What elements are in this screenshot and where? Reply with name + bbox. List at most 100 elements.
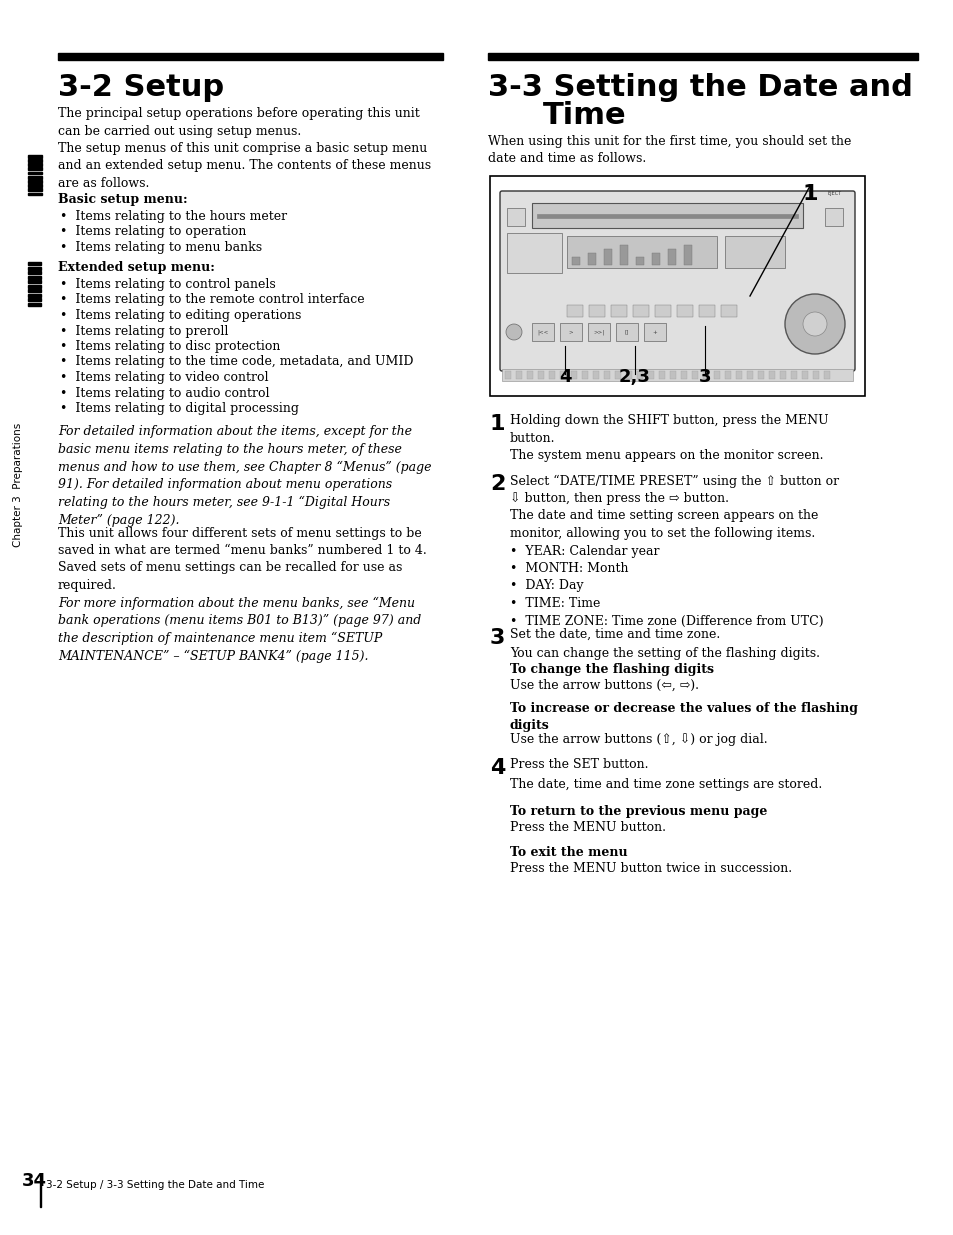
Text: Use the arrow buttons (⇧, ⇩) or jog dial.: Use the arrow buttons (⇧, ⇩) or jog dial… xyxy=(510,734,767,746)
Text: Holding down the SHIFT button, press the MENU
button.: Holding down the SHIFT button, press the… xyxy=(510,414,828,445)
Bar xyxy=(699,305,714,317)
Bar xyxy=(720,305,737,317)
Bar xyxy=(724,370,730,379)
Text: 4: 4 xyxy=(558,368,571,387)
Text: To exit the menu: To exit the menu xyxy=(510,846,627,860)
Text: 3-2 Setup: 3-2 Setup xyxy=(58,73,224,103)
Text: •  Items relating to the time code, metadata, and UMID: • Items relating to the time code, metad… xyxy=(60,356,413,368)
Bar xyxy=(680,370,686,379)
Bar xyxy=(28,154,42,158)
Bar xyxy=(677,305,692,317)
Bar xyxy=(28,303,41,305)
Text: The principal setup operations before operating this unit
can be carried out usi: The principal setup operations before op… xyxy=(58,107,419,137)
Text: Use the arrow buttons (⇦, ⇨).: Use the arrow buttons (⇦, ⇨). xyxy=(510,678,699,692)
Text: •  Items relating to digital processing: • Items relating to digital processing xyxy=(60,403,298,415)
Bar xyxy=(587,324,609,341)
Text: 4: 4 xyxy=(490,758,505,778)
Bar xyxy=(735,370,741,379)
Bar xyxy=(790,370,796,379)
Text: 34: 34 xyxy=(22,1172,47,1191)
Text: The system menu appears on the monitor screen.: The system menu appears on the monitor s… xyxy=(510,450,822,462)
Bar xyxy=(581,370,587,379)
Bar xyxy=(506,207,524,226)
Bar xyxy=(516,370,521,379)
Bar xyxy=(559,324,581,341)
Bar xyxy=(548,370,555,379)
Bar xyxy=(28,159,42,162)
Bar xyxy=(615,370,620,379)
Bar xyxy=(667,249,676,266)
Circle shape xyxy=(802,312,826,336)
Bar xyxy=(504,370,511,379)
Text: >>|: >>| xyxy=(593,330,604,335)
Bar xyxy=(633,305,648,317)
Bar xyxy=(647,370,654,379)
Bar xyxy=(28,188,42,191)
Bar xyxy=(28,180,42,183)
Text: For more information about the menu banks, see “Menu
bank operations (menu items: For more information about the menu bank… xyxy=(58,597,421,663)
Bar xyxy=(603,249,612,266)
Bar xyxy=(506,233,561,273)
Bar xyxy=(28,294,41,296)
Text: This unit allows four different sets of menu settings to be
saved in what are te: This unit allows four different sets of … xyxy=(58,526,426,592)
Bar xyxy=(28,163,42,165)
Bar xyxy=(651,253,659,266)
Bar xyxy=(801,370,807,379)
Text: •  Items relating to the hours meter: • Items relating to the hours meter xyxy=(60,210,287,224)
Text: You can change the setting of the flashing digits.: You can change the setting of the flashi… xyxy=(510,647,820,661)
Bar xyxy=(28,285,41,288)
Text: Select “DATE/TIME PRESET” using the ⇧ button or
⇩ button, then press the ⇨ butto: Select “DATE/TIME PRESET” using the ⇧ bu… xyxy=(510,474,839,505)
Circle shape xyxy=(784,294,844,354)
Circle shape xyxy=(505,324,521,340)
Bar xyxy=(28,172,42,174)
Text: •  Items relating to operation: • Items relating to operation xyxy=(60,226,246,238)
Text: For detailed information about the items, except for the
basic menu items relati: For detailed information about the items… xyxy=(58,426,431,526)
Bar xyxy=(603,370,609,379)
Bar xyxy=(28,280,41,283)
Bar xyxy=(724,236,784,268)
Text: |<<: |<< xyxy=(537,330,548,335)
Text: Chapter 3  Preparations: Chapter 3 Preparations xyxy=(13,422,23,547)
Bar xyxy=(28,167,42,170)
Text: •  Items relating to menu banks: • Items relating to menu banks xyxy=(60,241,262,254)
Bar xyxy=(566,305,582,317)
Text: Press the MENU button.: Press the MENU button. xyxy=(510,821,665,834)
Bar xyxy=(28,175,42,179)
Bar xyxy=(683,245,691,266)
Text: 3-3 Setting the Date and: 3-3 Setting the Date and xyxy=(488,73,912,103)
Text: Press the SET button.: Press the SET button. xyxy=(510,758,648,772)
Bar xyxy=(691,370,698,379)
Text: []: [] xyxy=(624,330,629,335)
Text: Extended setup menu:: Extended setup menu: xyxy=(58,261,214,273)
Bar xyxy=(571,370,577,379)
Bar xyxy=(532,324,554,341)
Text: To change the flashing digits: To change the flashing digits xyxy=(510,663,713,676)
Bar xyxy=(490,177,864,396)
Bar xyxy=(537,214,797,219)
Bar xyxy=(758,370,763,379)
Text: Set the date, time and time zone.: Set the date, time and time zone. xyxy=(510,629,720,641)
Text: The setup menus of this unit comprise a basic setup menu
and an extended setup m: The setup menus of this unit comprise a … xyxy=(58,142,431,190)
Bar xyxy=(746,370,752,379)
Bar xyxy=(702,370,708,379)
Bar xyxy=(593,370,598,379)
Bar xyxy=(28,267,41,269)
Text: The date, time and time zone settings are stored.: The date, time and time zone settings ar… xyxy=(510,778,821,790)
Bar xyxy=(625,370,631,379)
Bar xyxy=(669,370,676,379)
Text: 3: 3 xyxy=(490,629,505,648)
Bar xyxy=(526,370,533,379)
Text: •  Items relating to audio control: • Items relating to audio control xyxy=(60,387,269,399)
Bar xyxy=(823,370,829,379)
Bar xyxy=(824,207,842,226)
Text: To increase or decrease the values of the flashing
digits: To increase or decrease the values of th… xyxy=(510,701,857,732)
Bar xyxy=(28,289,41,291)
Text: +: + xyxy=(652,330,657,335)
Text: The date and time setting screen appears on the
monitor, allowing you to set the: The date and time setting screen appears… xyxy=(510,510,822,627)
Bar xyxy=(619,245,627,266)
Bar xyxy=(643,324,665,341)
Bar xyxy=(501,369,852,382)
Bar xyxy=(566,236,717,268)
Bar xyxy=(637,370,642,379)
Bar xyxy=(28,272,41,274)
